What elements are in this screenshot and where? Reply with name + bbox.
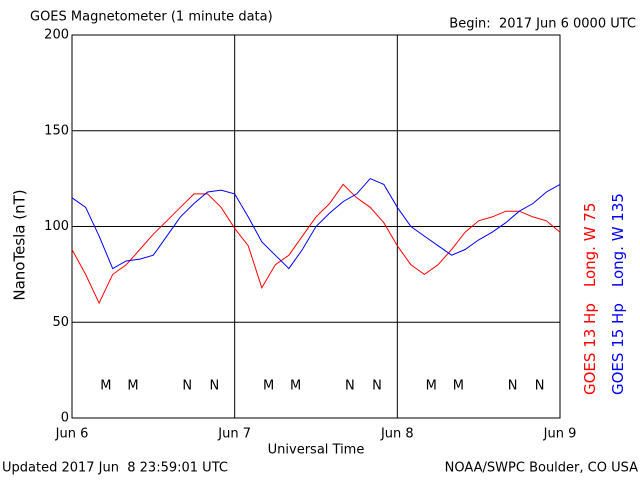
time-marker: M xyxy=(426,379,437,394)
series-line xyxy=(71,177,561,270)
y-axis-label: NanoTesla (nT) xyxy=(11,189,29,300)
y-tick-label: 100 xyxy=(44,219,69,234)
time-marker: M xyxy=(127,379,138,394)
legend-location: Long. W 135 xyxy=(609,193,627,287)
time-marker: N xyxy=(535,379,545,394)
x-tick-label: Jun 8 xyxy=(380,427,414,442)
time-marker: N xyxy=(345,379,355,394)
legend-location: Long. W 75 xyxy=(581,203,599,288)
legend-name: GOES 13 Hp xyxy=(581,303,599,395)
x-tick-label: Jun 7 xyxy=(217,427,251,442)
time-marker: N xyxy=(209,379,219,394)
y-tick-label: 150 xyxy=(44,123,69,138)
x-axis-label: Universal Time xyxy=(268,443,365,458)
chart-title: GOES Magnetometer (1 minute data) xyxy=(30,10,273,25)
time-marker: M xyxy=(100,379,111,394)
time-marker: M xyxy=(453,379,464,394)
y-tick-label: 50 xyxy=(52,315,69,330)
y-tick-label: 200 xyxy=(44,28,69,43)
source: NOAA/SWPC Boulder, CO USA xyxy=(445,461,638,476)
y-tick-label: 0 xyxy=(61,411,69,426)
time-marker: M xyxy=(263,379,274,394)
series-line xyxy=(71,183,561,305)
time-marker: N xyxy=(182,379,192,394)
begin-time: Begin: 2017 Jun 6 0000 UTC xyxy=(449,17,636,32)
time-marker: M xyxy=(290,379,301,394)
updated: Updated 2017 Jun 8 23:59:01 UTC xyxy=(2,461,228,476)
x-tick-label: Jun 6 xyxy=(55,427,89,442)
legend-name: GOES 15 Hp xyxy=(609,303,627,395)
time-marker: N xyxy=(372,379,382,394)
legend-entry: GOES 13 Hp Long. W 75 xyxy=(581,203,599,395)
legend-entry: GOES 15 Hp Long. W 135 xyxy=(609,193,627,395)
x-tick-label: Jun 9 xyxy=(543,427,577,442)
time-marker: N xyxy=(508,379,518,394)
